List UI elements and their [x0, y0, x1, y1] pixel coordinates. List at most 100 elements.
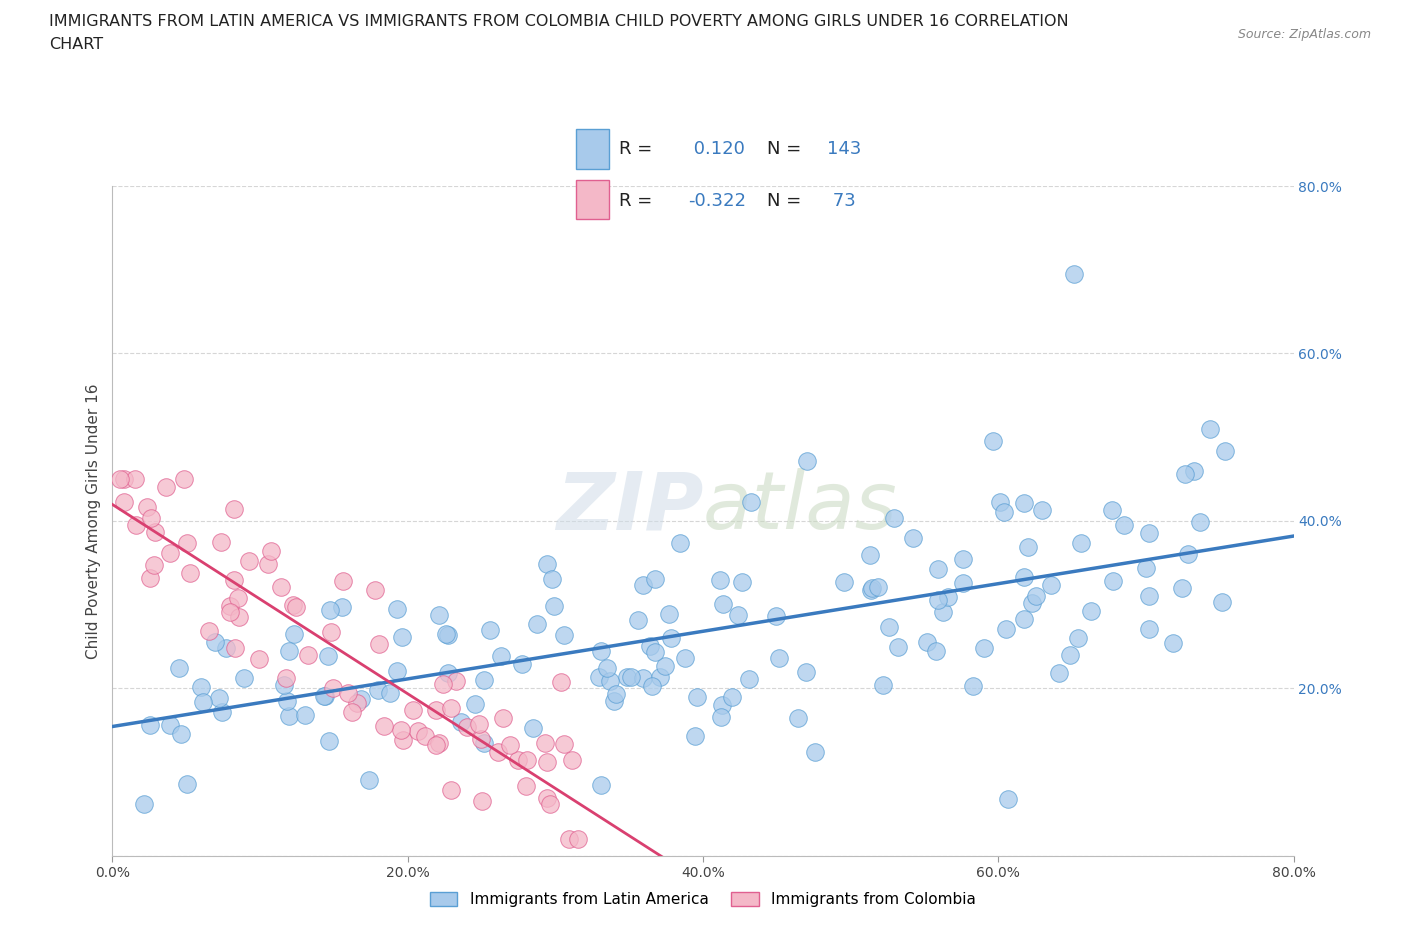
Point	[591, 644, 613, 658]
Point	[350, 692, 373, 707]
Point	[456, 719, 478, 734]
Text: 73: 73	[827, 193, 855, 210]
Point	[631, 671, 654, 685]
Point	[141, 511, 163, 525]
Point	[526, 617, 548, 631]
Point	[193, 695, 215, 710]
Point	[489, 649, 512, 664]
Point	[173, 472, 195, 486]
Point	[533, 736, 555, 751]
Point	[337, 685, 360, 700]
Point	[378, 686, 401, 701]
Point	[112, 472, 135, 486]
Point	[738, 671, 761, 686]
Point	[425, 737, 447, 752]
Point	[132, 796, 155, 811]
Text: 0.120: 0.120	[688, 140, 745, 158]
Text: N =: N =	[768, 140, 801, 158]
Point	[936, 590, 959, 604]
Point	[536, 791, 558, 806]
Point	[209, 535, 232, 550]
Point	[901, 531, 924, 546]
Point	[1211, 594, 1233, 609]
Point	[385, 663, 408, 678]
Point	[318, 603, 340, 618]
Point	[932, 604, 955, 619]
Point	[1135, 560, 1157, 575]
Point	[492, 711, 515, 725]
Point	[440, 700, 463, 715]
Text: 143: 143	[827, 140, 860, 158]
Point	[322, 681, 344, 696]
Point	[1012, 612, 1035, 627]
Point	[222, 573, 245, 588]
Point	[330, 600, 353, 615]
Point	[988, 494, 1011, 509]
Point	[860, 582, 883, 597]
Point	[373, 719, 395, 734]
Point	[277, 644, 299, 658]
Point	[925, 644, 948, 658]
Point	[917, 635, 939, 650]
Point	[385, 602, 408, 617]
Point	[427, 736, 450, 751]
Point	[640, 639, 662, 654]
Point	[860, 580, 883, 595]
Point	[155, 480, 177, 495]
Point	[1067, 631, 1090, 645]
Point	[297, 647, 319, 662]
Point	[710, 710, 733, 724]
Point	[883, 511, 905, 525]
Point	[215, 641, 238, 656]
Point	[413, 729, 436, 744]
Point	[450, 714, 472, 729]
Point	[472, 736, 495, 751]
Point	[952, 575, 974, 590]
Point	[927, 562, 949, 577]
Point	[406, 724, 429, 738]
Point	[658, 606, 681, 621]
Point	[402, 702, 425, 717]
Point	[211, 704, 233, 719]
Point	[434, 627, 457, 642]
Point	[1171, 580, 1194, 595]
Point	[512, 657, 534, 671]
Point	[553, 737, 575, 751]
Point	[596, 660, 619, 675]
Point	[633, 578, 655, 592]
Point	[226, 591, 249, 605]
Text: N =: N =	[768, 193, 801, 210]
Point	[508, 752, 530, 767]
Point	[641, 679, 664, 694]
Text: Source: ZipAtlas.com: Source: ZipAtlas.com	[1237, 28, 1371, 41]
Point	[142, 557, 165, 572]
Point	[709, 572, 731, 587]
Point	[603, 694, 626, 709]
Point	[1114, 517, 1136, 532]
Text: -0.322: -0.322	[688, 193, 747, 210]
Point	[550, 675, 572, 690]
Point	[1047, 666, 1070, 681]
Point	[367, 683, 389, 698]
Point	[685, 728, 707, 743]
Point	[112, 494, 135, 509]
Point	[468, 716, 491, 731]
Point	[997, 791, 1019, 806]
Point	[1017, 539, 1039, 554]
Point	[536, 754, 558, 769]
Point	[553, 628, 575, 643]
Point	[176, 777, 198, 791]
Point	[616, 670, 638, 684]
Point	[464, 697, 486, 711]
Text: R =: R =	[619, 193, 652, 210]
Text: atlas: atlas	[703, 469, 898, 547]
Text: IMMIGRANTS FROM LATIN AMERICA VS IMMIGRANTS FROM COLOMBIA CHILD POVERTY AMONG GI: IMMIGRANTS FROM LATIN AMERICA VS IMMIGRA…	[49, 14, 1069, 29]
Point	[1199, 422, 1222, 437]
Point	[357, 773, 380, 788]
Point	[1137, 622, 1160, 637]
Point	[669, 536, 692, 551]
Point	[425, 703, 447, 718]
Point	[391, 630, 413, 644]
Point	[170, 726, 193, 741]
Point	[1012, 570, 1035, 585]
